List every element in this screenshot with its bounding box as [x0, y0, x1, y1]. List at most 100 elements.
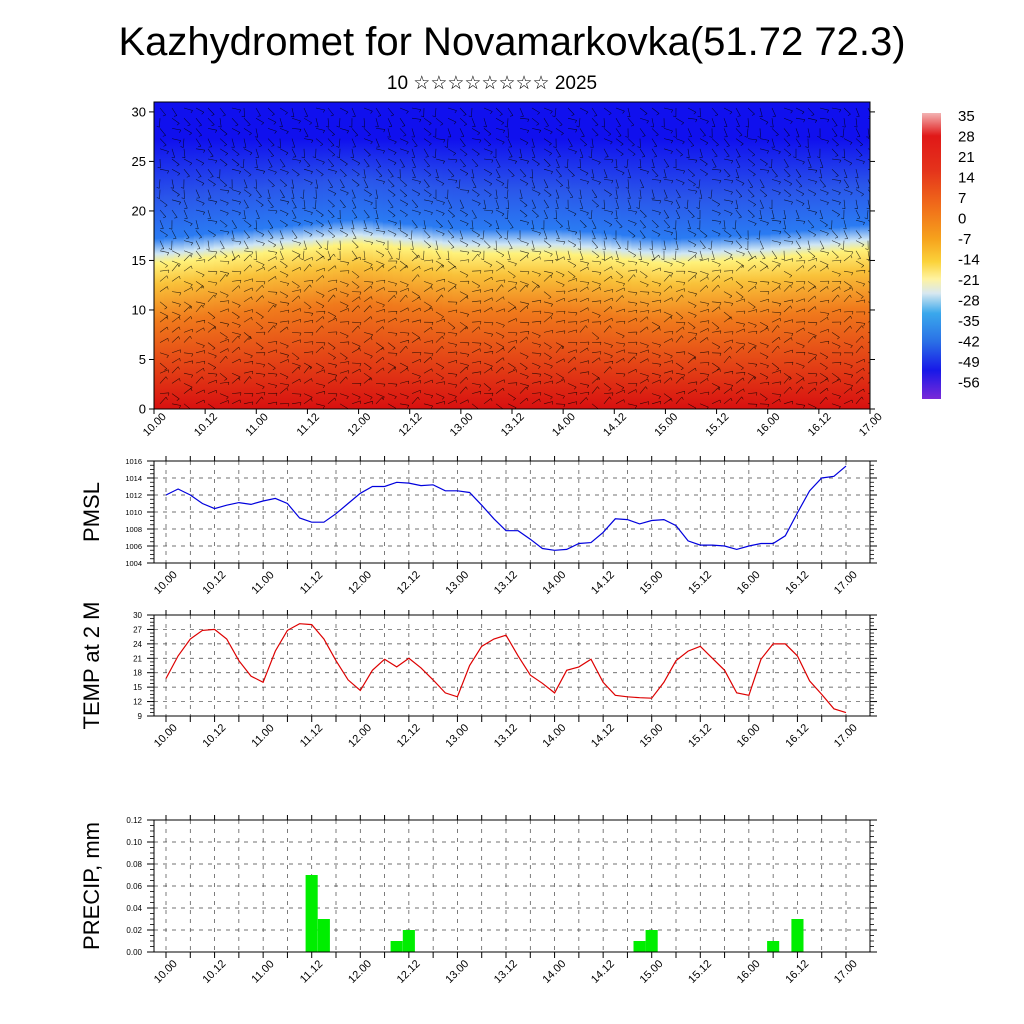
wind-barb-flag [859, 155, 863, 157]
wind-barb-flag [501, 254, 505, 258]
wind-barb [231, 321, 241, 326]
wind-barb [339, 169, 347, 176]
wind-barb-flag [730, 316, 733, 320]
wind-barb-flag [332, 235, 336, 238]
wind-barb-flag [581, 136, 585, 138]
wind-barb-flag [670, 201, 673, 205]
wind-barb-flag [211, 114, 215, 117]
wind-barb-flag [248, 225, 252, 228]
wind-barb [531, 270, 541, 275]
wind-barb-flag [477, 132, 480, 136]
wind-barb-flag [875, 121, 877, 123]
wind-barb [579, 189, 582, 199]
wind-barb-flag [420, 115, 424, 118]
wind-barb [615, 220, 623, 227]
wind-barb [507, 260, 517, 264]
wind-barb-flag [670, 109, 674, 113]
wind-barb-flag [465, 275, 469, 278]
wind-barb-flag [227, 261, 230, 265]
wind-barb [267, 158, 273, 168]
wind-barb-flag [657, 234, 661, 237]
wind-barb-flag [851, 251, 854, 255]
wind-barb [819, 286, 828, 292]
wind-barb [675, 396, 683, 404]
wind-barb-flag [658, 344, 661, 348]
wind-barb-flag [683, 170, 686, 174]
wind-barb-flag [502, 366, 505, 370]
wind-barb-flag [407, 368, 409, 372]
wind-barb-flag [526, 130, 530, 134]
wind-barb-flag [625, 136, 629, 138]
wind-barb [279, 230, 284, 239]
wind-barb-flag [299, 129, 302, 133]
wind-barb-flag [726, 155, 730, 158]
wind-barb [603, 240, 606, 250]
wind-barb-flag [810, 226, 815, 229]
wind-barb-flag [550, 131, 553, 135]
wind-barb [483, 270, 494, 272]
wind-barb [195, 179, 205, 184]
wind-barb [711, 301, 722, 303]
wind-barb [627, 230, 636, 237]
wind-barb [807, 321, 818, 323]
wind-barb-flag [198, 257, 202, 260]
wind-barb [255, 392, 265, 394]
wind-barb-flag [456, 351, 458, 355]
wind-barb [771, 301, 781, 304]
wind-barb-flag [465, 173, 469, 176]
wind-barb-flag [224, 255, 228, 259]
wind-barb [423, 199, 433, 202]
wind-barb-flag [226, 396, 229, 400]
wind-barb [303, 319, 313, 323]
wind-barb [183, 128, 192, 134]
wind-barb [735, 138, 744, 145]
wind-barb-flag [414, 206, 418, 209]
wind-barb-flag [875, 335, 877, 338]
wind-barb-flag [558, 175, 562, 178]
wind-barb-flag [842, 207, 846, 209]
wind-barb [627, 148, 636, 155]
wind-barb-flag [791, 362, 794, 366]
wind-barb [471, 128, 480, 134]
wind-barb-flag [395, 260, 398, 264]
wind-barb-flag [359, 322, 362, 326]
wind-barb [603, 275, 612, 282]
heat-column [462, 102, 474, 409]
wind-barb-flag [489, 224, 492, 228]
wind-barb [591, 351, 601, 354]
wind-barb-flag [561, 377, 564, 381]
wind-barb-flag [201, 112, 205, 115]
wind-barb-flag [382, 265, 385, 269]
wind-barb-flag [223, 144, 227, 147]
wind-barb [519, 199, 528, 206]
wind-barb [843, 287, 853, 292]
wind-barb-flag [390, 176, 394, 178]
wind-barb [183, 281, 193, 285]
wind-barb-flag [238, 377, 241, 381]
wind-barb-flag [225, 356, 228, 359]
wind-barb [255, 107, 261, 116]
wind-barb [435, 287, 445, 292]
wind-barb [591, 158, 601, 163]
wind-barb [495, 279, 505, 282]
temp-x-tick-label: 13.12 [492, 722, 520, 750]
wind-barb-flag [489, 264, 493, 268]
wind-barb [387, 230, 397, 235]
wind-barb-flag [730, 346, 733, 350]
wind-barb-flag [594, 247, 598, 249]
wind-barb-flag [359, 383, 362, 387]
wind-barb [447, 393, 457, 397]
wind-barb-flag [706, 285, 709, 289]
wind-barb [807, 250, 816, 257]
wind-barb-flag [632, 235, 636, 238]
wind-barb-flag [681, 376, 684, 380]
wind-barb-flag [189, 163, 193, 166]
wind-barb-flag [212, 347, 216, 350]
wind-barb [651, 148, 658, 157]
wind-barb [255, 250, 257, 260]
wind-barb-flag [745, 126, 749, 128]
precip-x-tick-label: 10.00 [152, 958, 180, 986]
wind-barb [615, 372, 626, 375]
wind-barb [303, 341, 313, 343]
wind-barb-flag [566, 228, 570, 230]
